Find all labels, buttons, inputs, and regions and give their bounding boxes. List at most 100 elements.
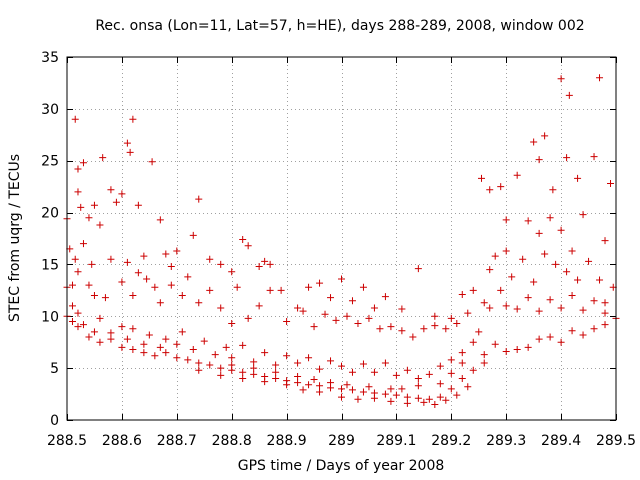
y-tick-label: 5 [50,361,59,377]
data-point [145,331,153,339]
data-point [327,294,335,302]
data-point [239,341,247,349]
data-point [272,361,280,369]
data-point [414,375,422,383]
data-point [557,304,565,312]
x-axis-label: GPS time / Days of year 2008 [238,458,445,474]
data-point [79,240,87,248]
data-point [436,393,444,401]
data-point [387,323,395,331]
data-point [477,174,485,182]
data-point [294,372,302,380]
data-point [250,370,258,378]
data-point [464,309,472,317]
data-point [502,216,510,224]
data-point [316,279,324,287]
x-tick-label: 288.6 [102,433,142,449]
data-point [79,321,87,329]
data-point [601,237,609,245]
y-tick-label: 30 [41,102,59,118]
data-point [178,292,186,300]
y-tick-label: 0 [50,413,59,429]
data-point [486,304,494,312]
data-point [535,229,543,237]
data-point [195,299,203,307]
data-point [403,393,411,401]
data-point [442,396,450,404]
data-point [502,247,510,255]
plot-frame [66,56,617,421]
data-point [96,338,104,346]
data-point [502,302,510,310]
data-point [348,297,356,305]
data-point [568,327,576,335]
data-point [167,281,175,289]
data-point [299,386,307,394]
data-point [513,305,521,313]
data-point [502,348,510,356]
data-point [71,255,79,263]
data-point [118,190,126,198]
data-point [71,115,79,123]
data-point [530,138,538,146]
data-point [151,352,159,360]
data-point [557,226,565,234]
data-point [244,242,252,250]
data-point [508,273,516,281]
data-point [552,260,560,268]
data-point [546,296,554,304]
data-point [228,361,236,369]
y-tick-label: 35 [41,50,59,66]
data-point [398,327,406,335]
data-point [469,286,477,294]
data-point [255,302,263,310]
data-point [277,286,285,294]
data-point [173,354,181,362]
data-point [90,201,98,209]
y-tick-label: 10 [41,309,59,325]
data-point [530,278,538,286]
data-point [123,258,131,266]
data-point [195,366,203,374]
x-tick-label: 289.3 [486,433,526,449]
data-point [162,335,170,343]
data-point [68,317,76,325]
data-point [579,306,587,314]
data-point [316,388,324,396]
data-point [99,154,107,162]
data-point [189,345,197,353]
data-point [88,260,96,268]
data-point [590,153,598,161]
data-point [491,340,499,348]
x-tick-label: 289.4 [541,433,581,449]
data-point [156,216,164,224]
data-point [541,132,549,140]
data-point [316,382,324,390]
data-point [129,325,137,333]
data-points [63,74,620,408]
data-point [189,231,197,239]
data-point [338,275,345,283]
data-point [255,263,263,271]
data-point [546,333,554,341]
data-point [359,283,367,291]
data-point [338,362,345,370]
data-point [74,165,82,173]
data-point [524,217,532,225]
data-point [321,310,329,318]
data-point [354,395,362,403]
data-point [519,255,527,263]
data-point [354,320,362,328]
data-point [148,158,156,166]
data-point [167,263,175,271]
data-point [195,195,203,203]
data-point [305,354,313,362]
data-point [464,383,472,391]
data-point [266,260,274,268]
data-point [283,381,291,389]
data-point [123,139,131,147]
data-point [112,198,120,206]
y-tick-label: 15 [41,257,59,273]
data-point [601,321,609,329]
data-point [447,314,455,322]
